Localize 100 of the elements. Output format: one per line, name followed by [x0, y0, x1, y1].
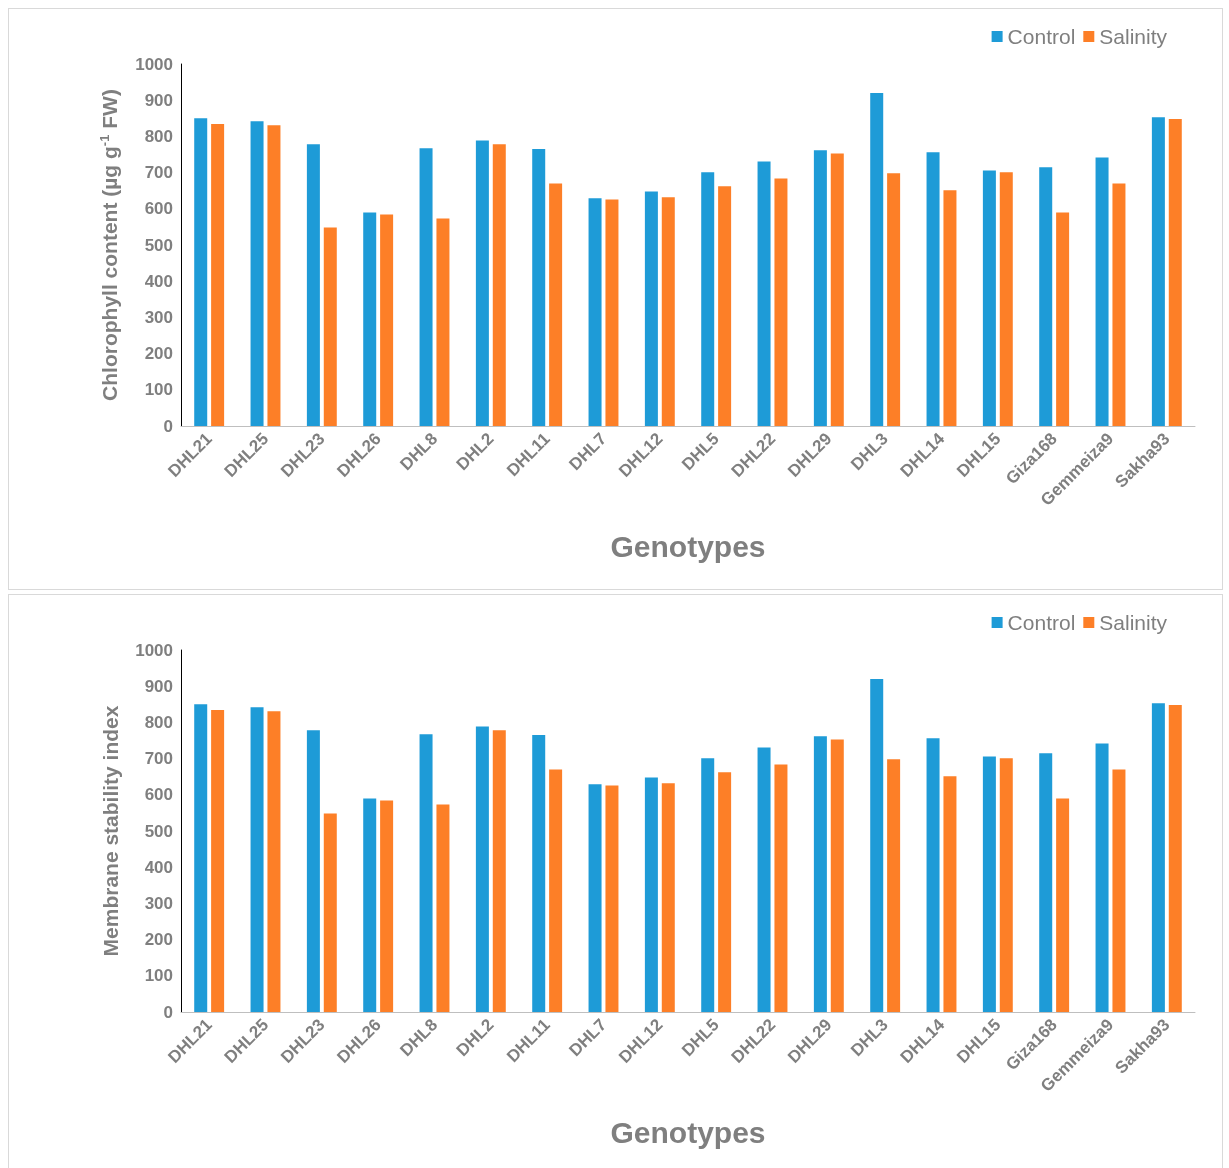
bar: [813, 150, 827, 426]
bar: [999, 758, 1013, 1012]
x-axis-title: Genotypes: [610, 1115, 766, 1149]
y-tick-label: 700: [144, 163, 173, 183]
bar: [982, 756, 996, 1012]
y-tick-label: 200: [144, 930, 173, 950]
bar: [661, 197, 675, 426]
bar: [194, 704, 208, 1012]
bar: [363, 212, 377, 426]
bar: [774, 764, 788, 1012]
bar: [1112, 769, 1126, 1012]
y-tick-label: 1000: [135, 640, 173, 660]
y-tick-label: 400: [144, 271, 173, 291]
bar: [588, 784, 602, 1012]
bar: [1056, 212, 1070, 426]
bar: [1168, 119, 1182, 426]
bar: [436, 804, 450, 1012]
bar: [323, 813, 337, 1012]
bar: [419, 148, 433, 426]
bar: [323, 227, 337, 426]
y-tick-label: 800: [144, 712, 173, 732]
bar: [588, 198, 602, 426]
bar: [757, 161, 771, 426]
bar: [306, 144, 320, 426]
bar: [211, 124, 225, 426]
bar: [194, 118, 208, 426]
y-axis-title: Chlorophyll content (µg g-1 FW): [97, 89, 121, 401]
bar: [999, 172, 1013, 426]
y-tick-label: 400: [144, 857, 173, 877]
y-tick-label: 0: [163, 1002, 173, 1022]
legend-label: Control: [1007, 25, 1076, 48]
bar: [475, 726, 489, 1012]
y-tick-label: 0: [163, 416, 173, 436]
bar: [549, 769, 563, 1012]
bar: [926, 738, 940, 1012]
bar: [1168, 705, 1182, 1012]
bar: [718, 772, 732, 1012]
bar: [870, 92, 884, 426]
bar: [870, 678, 884, 1012]
bar: [363, 798, 377, 1012]
bar: [380, 214, 394, 426]
bar: [1095, 157, 1109, 426]
bar: [492, 730, 506, 1012]
y-tick-label: 200: [144, 344, 173, 364]
bar: [701, 172, 715, 426]
legend-label: Salinity: [1099, 25, 1168, 48]
bar: [943, 776, 957, 1012]
bar: [701, 758, 715, 1012]
bar: [1151, 703, 1165, 1012]
bar: [813, 736, 827, 1012]
bar: [1112, 183, 1126, 426]
bar: [1039, 167, 1053, 426]
x-axis-title: Genotypes: [610, 529, 766, 563]
bar: [250, 707, 264, 1012]
bar: [475, 140, 489, 426]
bar: [605, 199, 619, 426]
y-tick-label: 600: [144, 199, 173, 219]
bar: [926, 152, 940, 426]
bar: [306, 730, 320, 1012]
y-tick-label: 300: [144, 893, 173, 913]
bar: [774, 178, 788, 426]
bar: [549, 183, 563, 426]
bar: [267, 711, 281, 1012]
legend-label: Salinity: [1099, 611, 1168, 634]
bar: [644, 777, 658, 1012]
bar: [757, 747, 771, 1012]
y-tick-label: 600: [144, 785, 173, 805]
bar: [887, 173, 901, 426]
y-tick-label: 100: [144, 966, 173, 986]
bar: [1151, 117, 1165, 426]
bar: [830, 153, 844, 426]
y-tick-label: 700: [144, 749, 173, 769]
y-tick-label: 500: [144, 235, 173, 255]
bar: [830, 739, 844, 1012]
bar: [943, 190, 957, 426]
y-tick-label: 500: [144, 821, 173, 841]
bar: [436, 218, 450, 426]
bar: [718, 186, 732, 426]
y-tick-label: 900: [144, 676, 173, 696]
y-tick-label: 900: [144, 90, 173, 110]
bar: [1056, 798, 1070, 1012]
bar: [250, 121, 264, 426]
bar: [419, 734, 433, 1012]
bar: [380, 800, 394, 1012]
bar: [1095, 743, 1109, 1012]
bar: [532, 735, 546, 1012]
bar: [605, 785, 619, 1012]
bar: [492, 144, 506, 426]
bar: [887, 759, 901, 1012]
bar: [661, 783, 675, 1012]
bar: [267, 125, 281, 426]
bar: [532, 149, 546, 426]
bar: [1039, 753, 1053, 1012]
bar: [211, 710, 225, 1012]
y-tick-label: 1000: [135, 54, 173, 74]
bar: [644, 191, 658, 426]
y-tick-label: 800: [144, 126, 173, 146]
y-tick-label: 300: [144, 307, 173, 327]
bar: [982, 170, 996, 426]
y-tick-label: 100: [144, 380, 173, 400]
